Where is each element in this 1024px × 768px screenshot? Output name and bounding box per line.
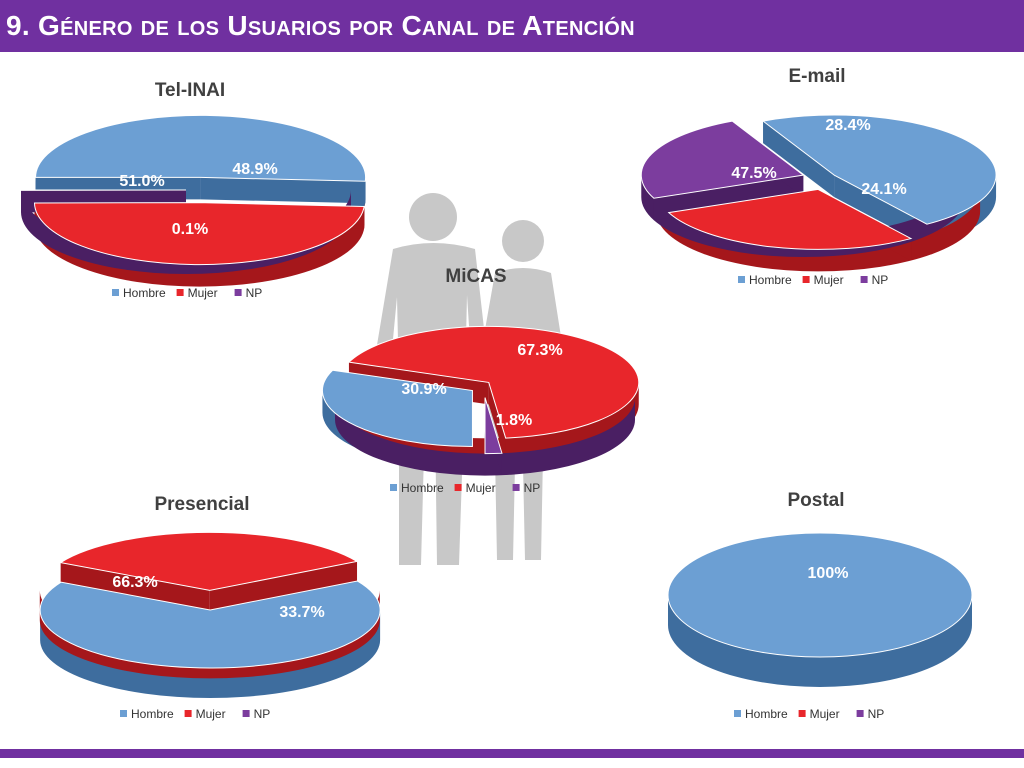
pie-slice-np [484,397,503,455]
legend-label-mujer: Mujer [810,707,840,721]
data-label-hombre: 66.3% [112,574,157,591]
data-label-hombre: 51.0% [119,173,164,190]
chart-title: E-mail [788,66,845,87]
pie-slice-hombre [39,580,381,669]
pie-slice-side [40,609,381,698]
pie-slice-mujer [33,202,365,266]
chart-presencial: 66.3% 33.7% Presencial Hombre Mujer NP [39,494,381,721]
legend-swatch-hombre [112,289,119,296]
pie-slice-mujer [59,531,359,591]
legend-swatch-mujer [798,710,806,717]
data-label-hombre: 47.5% [731,165,776,182]
pie-slice-hombre [322,369,473,448]
data-label-hombre: 100% [808,565,849,582]
legend-label-np: NP [872,273,889,287]
legend-label-mujer: Mujer [188,286,218,300]
chart-legend: Hombre Mujer NP [120,707,270,721]
pie-slice-wall [488,382,506,461]
data-label-mujer: 48.9% [232,161,277,178]
legend-swatch-np [860,276,868,283]
legend-label-np: NP [246,286,263,300]
data-label-np: 1.8% [496,412,532,429]
legend-label-np: NP [254,707,271,721]
legend-label-np: NP [524,481,541,495]
footer-bar [0,749,1024,758]
pie-slice-hombre [667,532,973,658]
data-label-np: 24.1% [861,181,906,198]
chart-tel-inai: 51.0% 48.9% 0.1% Tel-INAI Hombre Mujer NP [20,80,367,300]
data-label-mujer: 28.4% [825,117,870,134]
chart-title: MiCAS [445,266,506,287]
legend-label-mujer: Mujer [196,707,226,721]
legend-swatch-np [234,289,242,296]
legend-swatch-mujer [184,710,192,717]
data-label-mujer: 67.3% [517,342,562,359]
chart-title: Postal [787,490,844,511]
legend-swatch-mujer [176,289,184,296]
chart-title: Tel-INAI [155,80,225,101]
legend-swatch-np [856,710,864,717]
legend-label-hombre: Hombre [131,707,174,721]
header-bar: 9. Género de los Usuarios por Canal de A… [0,0,1024,52]
chart-postal: 100% Postal Hombre Mujer NP [667,490,973,721]
chart-e-mail: 47.5% 28.4% 24.1% E-mail Hombre Mujer NP [640,66,997,287]
pie-slice-side [335,397,636,476]
pie-slice-hombre [35,114,367,182]
legend-swatch-mujer [802,276,810,283]
legend-label-hombre: Hombre [123,286,166,300]
pie-slice-np [640,120,805,199]
legend-swatch-hombre [734,710,741,717]
chart-legend: Hombre Mujer NP [390,481,540,495]
pie-slice-side [668,595,972,687]
legend-swatch-mujer [454,484,462,491]
legend-label-mujer: Mujer [814,273,844,287]
legend-label-mujer: Mujer [466,481,496,495]
data-label-np: 0.1% [172,221,208,238]
legend-swatch-np [512,484,520,491]
data-label-mujer: 33.7% [279,604,324,621]
pie-slice-mujer [347,325,640,439]
legend-swatch-hombre [120,710,127,717]
chart-title: Presencial [154,494,249,515]
pie-slice-wall [200,177,366,204]
chart-legend: Hombre Mujer NP [112,286,262,300]
legend-label-hombre: Hombre [401,481,444,495]
chart-legend: Hombre Mujer NP [738,273,888,287]
chart-micas: 30.9% 67.3% 1.8% MiCAS Hombre Mujer NP [322,266,640,495]
pie-slice-mujer [667,188,913,250]
data-label-hombre: 30.9% [401,381,446,398]
legend-swatch-hombre [738,276,745,283]
pie-slice-hombre [761,114,997,225]
legend-swatch-np [242,710,250,717]
legend-label-hombre: Hombre [749,273,792,287]
legend-swatch-hombre [390,484,397,491]
chart-legend: Hombre Mujer NP [734,707,884,721]
page-title: 9. Género de los Usuarios por Canal de A… [6,10,635,41]
legend-label-hombre: Hombre [745,707,788,721]
pie-slice-wall [763,121,835,198]
legend-label-np: NP [868,707,885,721]
